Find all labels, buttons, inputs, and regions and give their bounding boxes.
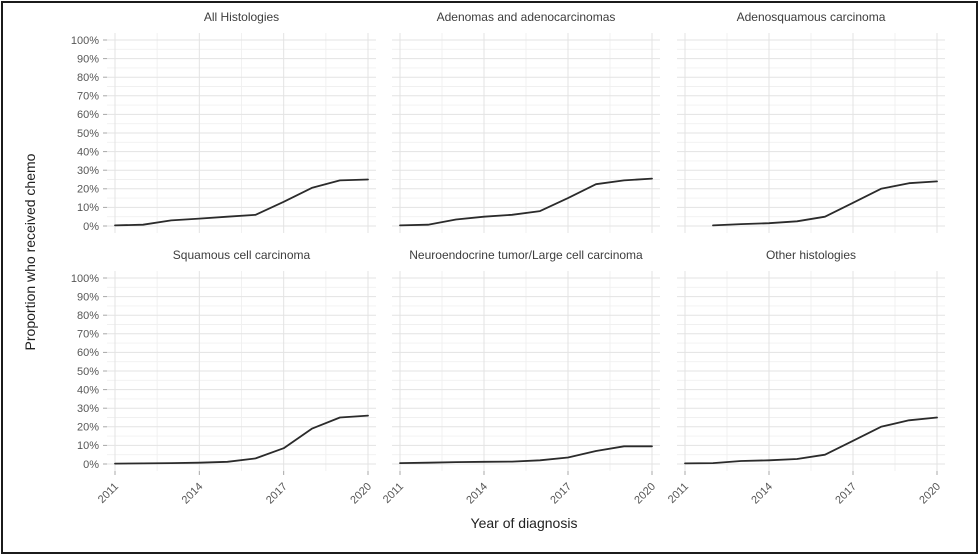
x-axis-tick-label: 2020 xyxy=(917,481,943,507)
y-axis-tick-label: 20% xyxy=(77,184,99,196)
x-axis-tick-label: 2017 xyxy=(548,481,574,507)
y-axis-tick-label: 30% xyxy=(77,165,99,177)
y-axis-tick-label: 30% xyxy=(77,403,99,415)
y-axis-tick-label: 0% xyxy=(83,221,99,233)
y-axis-tick-label: 10% xyxy=(77,202,99,214)
y-axis-tick-label: 100% xyxy=(71,273,99,285)
facet-panel: All Histologies 0% 10% 20% 30% 40% 50% 60% 70% 80… xyxy=(71,10,376,233)
facet-title: Adenosquamous carcinoma xyxy=(737,10,886,24)
facet-panel: Squamous cell carcinoma 0% 10% 20% 30% 40% 50%… xyxy=(71,248,376,506)
y-axis-tick-label: 80% xyxy=(77,72,99,84)
x-axis-tick-label: 2017 xyxy=(833,481,859,507)
facet-title: Squamous cell carcinoma xyxy=(173,248,311,262)
y-axis-tick-label: 90% xyxy=(77,53,99,65)
facet-title: Neuroendocrine tumor/Large cell carcinom… xyxy=(409,248,643,262)
x-axis-tick-label: 2020 xyxy=(348,481,374,507)
y-axis-tick-label: 20% xyxy=(77,422,99,434)
trend-line xyxy=(712,180,938,227)
y-axis-tick-label: 40% xyxy=(77,384,99,396)
y-axis-tick-label: 60% xyxy=(77,347,99,359)
x-axis-title: Year of diagnosis xyxy=(470,515,578,531)
x-axis-tick-label: 2014 xyxy=(749,481,775,507)
facet-title: Adenomas and adenocarcinomas xyxy=(437,10,616,24)
x-axis-tick-label: 2020 xyxy=(632,481,658,507)
trend-line xyxy=(399,445,653,464)
y-axis-tick-label: 100% xyxy=(71,35,99,47)
y-axis-tick-label: 70% xyxy=(77,91,99,103)
y-axis-tick-label: 60% xyxy=(77,109,99,121)
trend-line xyxy=(114,414,369,465)
y-axis-tick-label: 50% xyxy=(77,128,99,140)
trend-line xyxy=(684,416,938,465)
x-axis-tick-label: 2011 xyxy=(666,481,691,506)
x-axis-tick-label: 2011 xyxy=(381,481,406,506)
y-axis-tick-label: 10% xyxy=(77,440,99,452)
y-axis-tick-label: 90% xyxy=(77,291,99,303)
facet-panel: Adenomas and adenocarcinomas xyxy=(392,10,660,233)
y-axis-tick-label: 50% xyxy=(77,366,99,378)
y-axis-tick-label: 80% xyxy=(77,310,99,322)
facet-panel: Adenosquamous carcinoma xyxy=(677,10,945,233)
y-axis-tick-label: 70% xyxy=(77,329,99,341)
y-axis-tick-label: 0% xyxy=(83,459,99,471)
x-axis-tick-label: 2011 xyxy=(96,481,121,506)
trend-line xyxy=(114,178,369,227)
facet-panel: Neuroendocrine tumor/Large cell carcinom… xyxy=(381,248,660,506)
x-axis-tick-label: 2017 xyxy=(264,481,290,507)
x-axis-tick-label: 2014 xyxy=(180,481,206,507)
trend-line xyxy=(399,177,653,227)
y-axis-tick-label: 40% xyxy=(77,146,99,158)
facet-panel: Other histologies 2011 2014 2017 2020 xyxy=(666,248,945,506)
facet-title: Other histologies xyxy=(766,248,856,262)
facet-title: All Histologies xyxy=(204,10,279,24)
y-axis-title: Proportion who received chemo xyxy=(22,153,38,351)
x-axis-tick-label: 2014 xyxy=(464,481,490,507)
